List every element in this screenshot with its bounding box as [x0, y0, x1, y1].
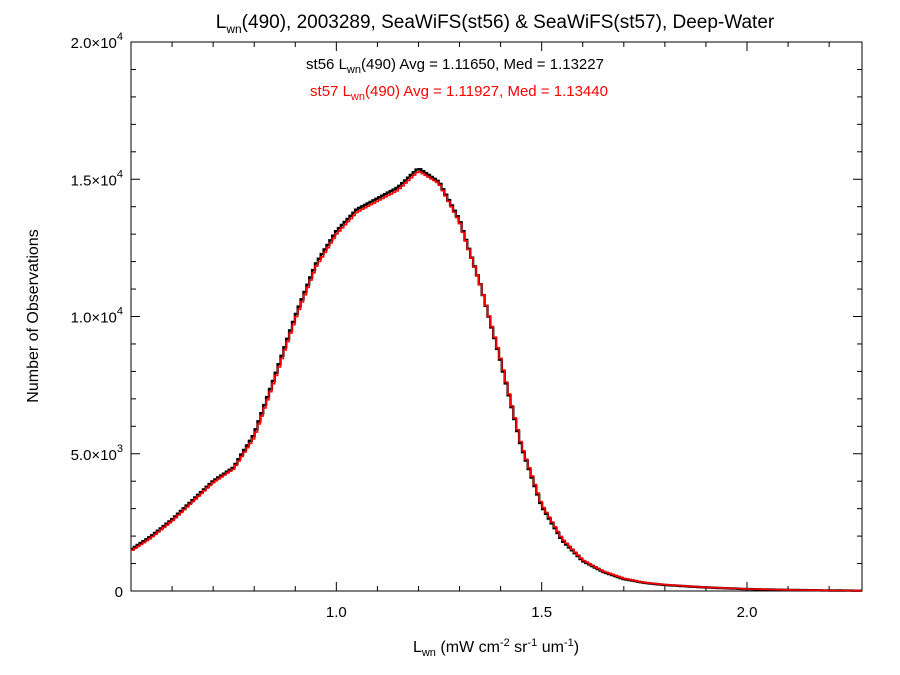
x-tick-label: 2.0 — [737, 604, 758, 621]
series-layer — [131, 168, 862, 592]
x-axis-label: Lwn (mW cm-2 sr-1 um-1) — [413, 637, 579, 659]
series-line-st57 — [131, 171, 862, 592]
annotation-st56: st56 Lwn(490) Avg = 1.11650, Med = 1.132… — [306, 56, 604, 76]
series-line-st56 — [131, 168, 862, 592]
y-axis-label: Number of Observations — [25, 229, 42, 402]
y-tick-label: 1.5×104 — [71, 168, 123, 189]
annotation-st57: st57 Lwn(490) Avg = 1.11927, Med = 1.134… — [310, 83, 608, 103]
y-tick-label: 1.0×104 — [71, 306, 123, 327]
x-tick-label: 1.5 — [531, 604, 552, 621]
chart-title: Lwn(490), 2003289, SeaWiFS(st56) & SeaWi… — [216, 12, 775, 36]
y-tick-label: 0 — [115, 584, 123, 601]
axis-ticks: 1.0 1.5 2.0 0 5.0×103 1.0×104 1.5×104 2.0×104 — [71, 31, 862, 621]
y-tick-label: 5.0×103 — [71, 443, 123, 464]
plot-frame — [130, 41, 863, 592]
x-tick-label: 1.0 — [326, 604, 347, 621]
y-tick-label: 2.0×104 — [71, 31, 123, 52]
